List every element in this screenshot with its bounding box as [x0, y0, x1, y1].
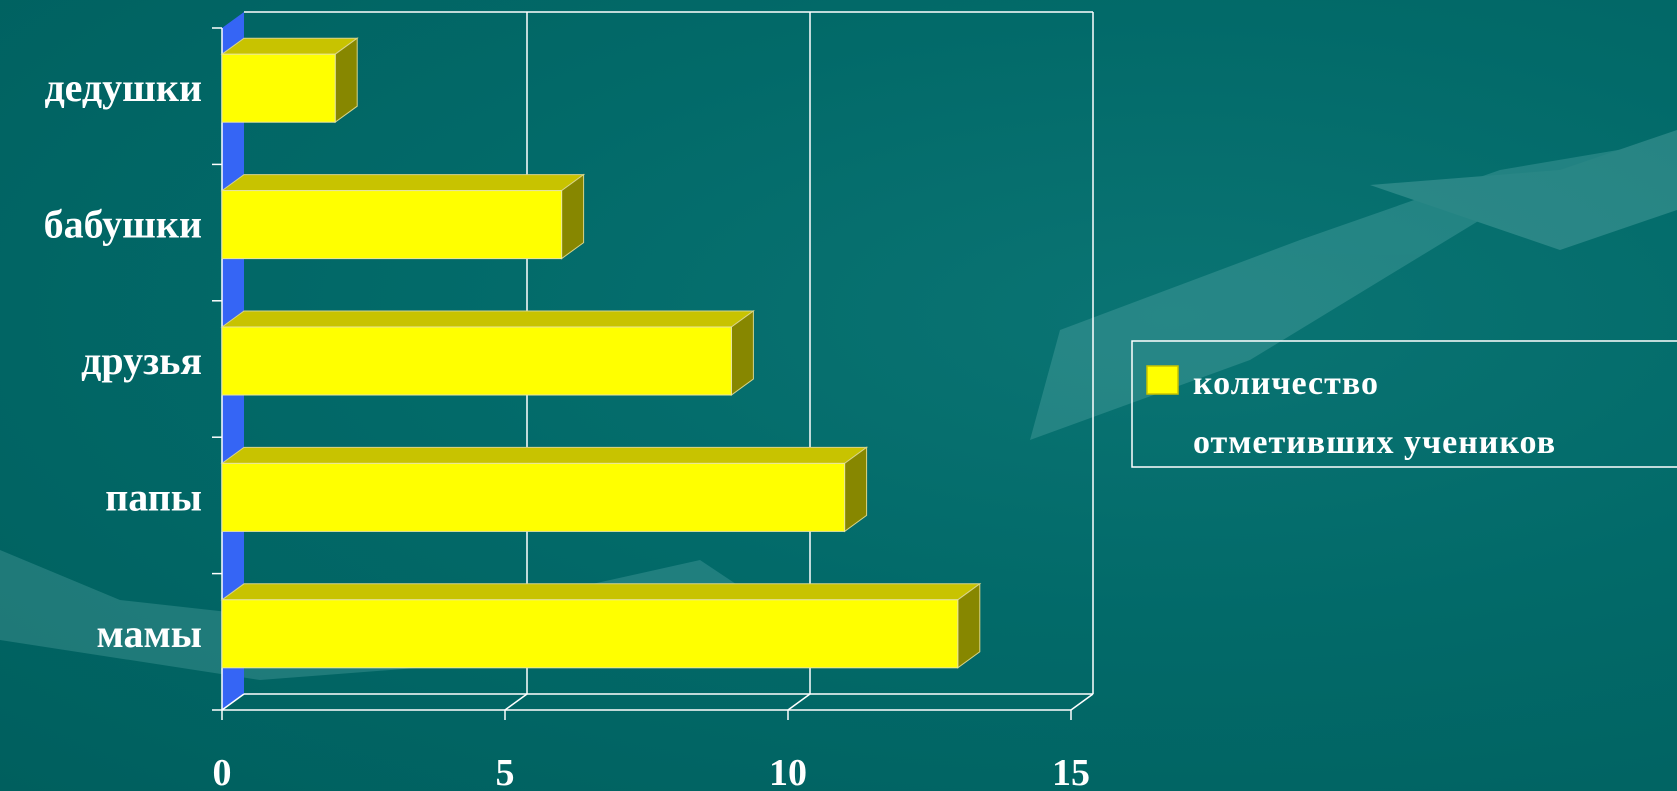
- bar-top: [220, 310, 755, 328]
- floor-gridline: [221, 693, 245, 711]
- legend-label-line2: отметивших учеников: [1193, 424, 1556, 461]
- x-tick-label: 10: [769, 752, 807, 791]
- bar: [221, 599, 959, 669]
- floor-gridline: [504, 693, 528, 711]
- bar: [221, 462, 846, 532]
- bar: [221, 190, 563, 260]
- bar-top: [220, 174, 586, 192]
- floor-gridline: [1070, 693, 1094, 711]
- category-label: друзья: [81, 338, 202, 383]
- bar: [221, 53, 336, 123]
- category-label: мамы: [97, 611, 202, 656]
- bar-top: [220, 583, 982, 601]
- x-tick-label: 15: [1052, 752, 1090, 791]
- bar-top: [220, 37, 359, 55]
- x-tick-label: 0: [213, 752, 232, 791]
- legend-box: [1131, 340, 1677, 468]
- x-tick-label: 5: [496, 752, 515, 791]
- bar: [221, 326, 732, 396]
- bar-top: [220, 446, 869, 464]
- plot-area: 0 5 10 15 дедушки бабушки друзья папы мамы: [44, 11, 1094, 791]
- category-label: дедушки: [44, 65, 202, 110]
- legend-swatch: [1146, 365, 1179, 395]
- legend: количество отметивших учеников: [1131, 340, 1677, 468]
- category-label: папы: [105, 474, 202, 519]
- category-label: бабушки: [44, 202, 202, 247]
- legend-label-line1: количество: [1193, 365, 1379, 402]
- floor-gridline: [787, 693, 811, 711]
